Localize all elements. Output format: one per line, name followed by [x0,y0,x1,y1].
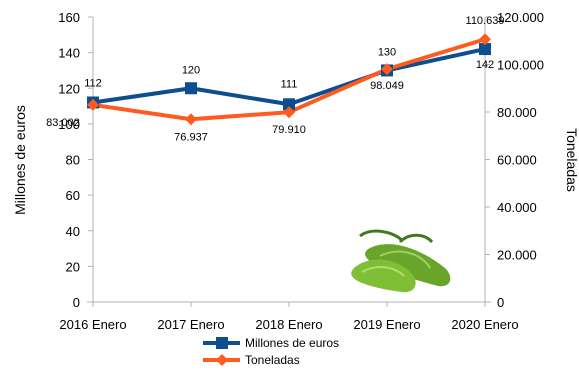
data-point-toneladas [381,63,393,76]
y-right-tick-label: 100.000 [497,58,544,73]
y-right-tick-label: 80.000 [497,105,537,120]
data-point-millones [479,43,491,56]
x-tick-label: 2017 Enero [157,317,224,332]
x-tick-label: 2018 Enero [255,317,322,332]
data-label-toneladas: 76.937 [174,131,208,143]
data-label-toneladas: 83.002 [46,117,80,129]
y-left-tick-label: 40 [66,224,80,239]
legend-item-millones: Millones de euros [203,336,339,350]
data-label-toneladas: 98.049 [370,80,404,92]
green-peppers-image [351,229,451,293]
data-point-toneladas [87,98,99,111]
data-label-toneladas: 79.910 [272,124,306,136]
y-left-tick-label: 80 [66,153,80,168]
data-point-toneladas [185,113,197,126]
data-label-millones: 142 [476,59,494,71]
y-left-tick-label: 20 [66,259,80,274]
legend-swatch-marker [216,354,228,366]
y-right-tick-label: 120.000 [497,10,544,25]
y-right-tick-label: 60.000 [497,153,537,168]
data-point-toneladas [479,33,491,46]
y-left-tick-label: 100 [58,117,80,132]
data-label-millones: 111 [281,78,298,90]
data-point-toneladas [283,106,295,119]
legend-label: Millones de euros [245,336,339,350]
x-tick-label: 2016 Enero [59,317,126,332]
legend-swatch-marker [216,337,228,349]
y-left-tick-label: 0 [73,295,80,310]
legend-label: Toneladas [245,353,300,367]
x-tick-label: 2020 Enero [451,317,518,332]
data-point-millones [185,82,197,95]
data-point-millones [283,98,295,111]
y-left-tick-label: 160 [58,10,80,25]
y-right-tick-label: 40.000 [497,200,537,215]
data-label-millones: 130 [378,46,396,58]
y-right-tick-label: 20.000 [497,248,537,263]
y-left-tick-label: 60 [66,188,80,203]
data-label-toneladas: 110.639 [466,15,505,27]
y-left-tick-label: 120 [58,81,80,96]
x-tick-label: 2019 Enero [353,317,420,332]
y-left-axis-title: Millones de euros [12,105,28,215]
y-right-axis-title: Toneladas [564,128,579,192]
y-left-tick-label: 140 [58,46,80,61]
data-label-millones: 120 [182,64,200,76]
data-label-millones: 112 [84,78,102,90]
legend-item-toneladas: Toneladas [203,353,300,367]
y-right-tick-label: 0 [497,295,504,310]
